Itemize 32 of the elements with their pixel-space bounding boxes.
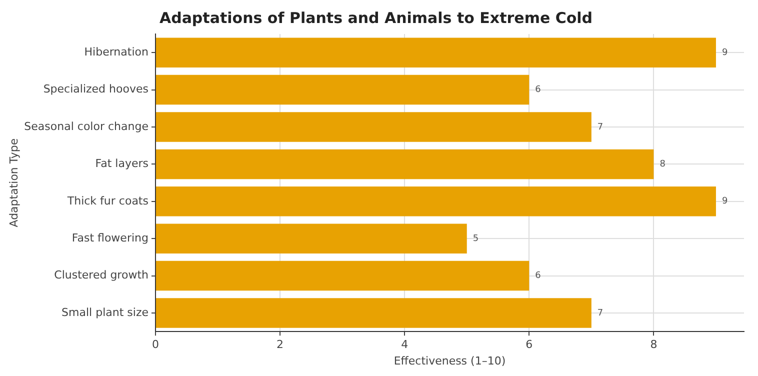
y-tick-label: Fast flowering [72, 231, 148, 244]
y-tick-label: Clustered growth [54, 268, 149, 282]
bar [156, 112, 592, 142]
x-tick-label: 0 [152, 338, 159, 352]
data-label: 7 [597, 308, 604, 318]
bar [156, 38, 716, 68]
bar [156, 224, 467, 254]
bar [156, 186, 716, 216]
y-tick-label: Hibernation [84, 45, 148, 58]
x-tick-label: 2 [276, 338, 284, 352]
chart-title: Adaptations of Plants and Animals to Extreme Cold [159, 8, 593, 27]
bar [156, 260, 530, 291]
data-label: 5 [472, 234, 479, 244]
y-tick-label: Thick fur coats [66, 194, 149, 208]
bar [156, 74, 530, 105]
x-tick-label: 4 [401, 338, 408, 352]
data-label: 9 [722, 48, 728, 58]
data-label: 6 [535, 271, 542, 282]
y-tick-label: Fat layers [95, 157, 149, 170]
data-label: 7 [597, 122, 604, 132]
data-label: 9 [722, 196, 728, 207]
bar [156, 149, 654, 180]
data-label: 6 [535, 85, 542, 96]
y-tick-label: Seasonal color change [24, 120, 149, 133]
y-tick-label: Specialized hooves [43, 82, 149, 96]
x-tick-label: 6 [526, 338, 533, 352]
x-tick-label: 8 [650, 338, 658, 352]
y-tick-label: Small plant size [62, 306, 149, 319]
data-label: 8 [660, 160, 666, 170]
x-axis-title: Effectiveness (1–10) [394, 354, 506, 368]
y-axis-title: Adaptation Type [7, 138, 20, 228]
bar [156, 298, 592, 328]
